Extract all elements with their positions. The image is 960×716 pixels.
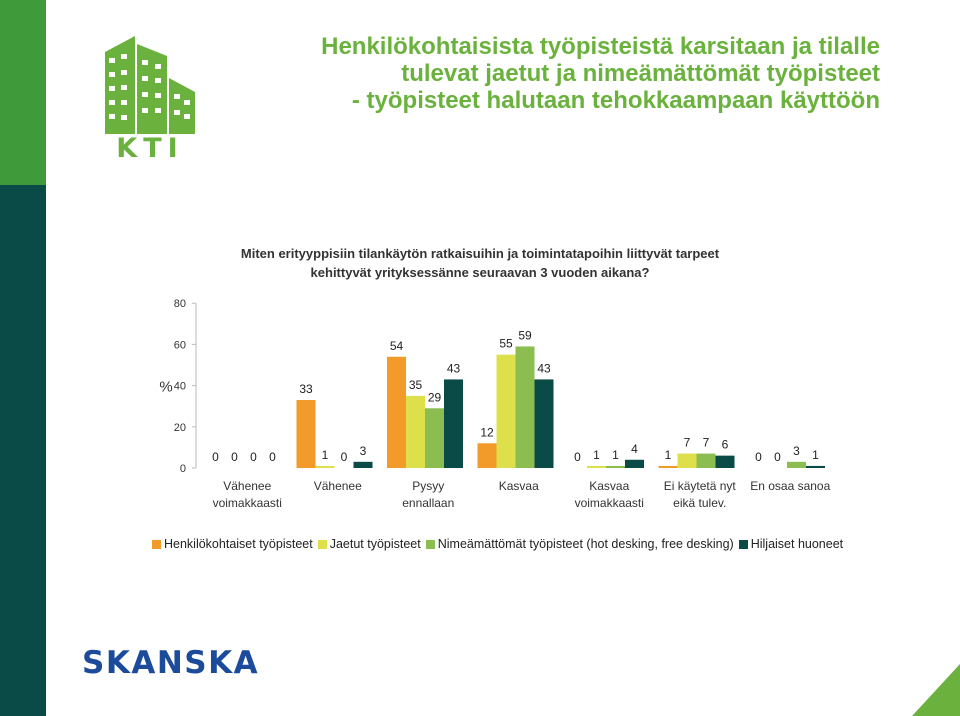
bar (353, 461, 373, 468)
title-line: Henkilökohtaisista työpisteistä karsitaa… (321, 33, 880, 60)
bar (696, 453, 716, 468)
data-label: 54 (390, 339, 404, 353)
data-label: 43 (537, 361, 551, 375)
svg-text:KTI: KTI (116, 133, 183, 160)
y-tick-label: 20 (174, 422, 186, 434)
y-tick-label: 60 (174, 339, 186, 351)
legend-swatch (317, 539, 327, 549)
data-label: 1 (665, 448, 672, 462)
slide-title: Henkilökohtaisista työpisteistä karsitaa… (240, 33, 880, 114)
bar (625, 459, 644, 468)
bar (658, 465, 678, 468)
bar (806, 465, 825, 468)
legend-item: Hiljaiset huoneet (738, 537, 844, 551)
bar (534, 379, 554, 468)
bar (444, 379, 463, 468)
x-tick-label: ennallaan (402, 496, 454, 510)
bar (296, 400, 316, 468)
data-label: 3 (793, 444, 800, 458)
data-label: 6 (722, 438, 729, 452)
x-tick-label: En osaa sanoa (750, 479, 830, 493)
data-label: 1 (593, 448, 600, 462)
data-label: 0 (755, 450, 762, 464)
data-label: 1 (612, 448, 619, 462)
bar (515, 346, 535, 468)
survey-question-line: Miten erityyppisiin tilankäytön ratkaisu… (240, 246, 720, 261)
title-line: tulevat jaetut ja nimeämättömät työpiste… (401, 60, 880, 87)
bar (587, 465, 606, 468)
data-label: 1 (322, 448, 329, 462)
bar (477, 443, 497, 468)
data-label: 35 (409, 378, 423, 392)
data-label: 55 (499, 337, 513, 351)
x-tick-label: Vähenee (314, 479, 362, 493)
bar (787, 461, 806, 468)
legend-swatch (425, 539, 435, 549)
legend-label: Jaetut työpisteet (329, 537, 421, 551)
data-label: 0 (574, 450, 581, 464)
legend-item: Jaetut työpisteet (317, 537, 421, 551)
data-label: 0 (341, 450, 348, 464)
data-label: 59 (518, 328, 532, 342)
data-label: 0 (231, 450, 238, 464)
bar (496, 354, 516, 468)
survey-question-line: kehittyvät yrityksessänne seuraavan 3 vu… (310, 265, 650, 280)
bar (387, 356, 406, 468)
bar (606, 465, 625, 468)
legend-swatch (738, 539, 748, 549)
legend-swatch (152, 539, 161, 549)
data-label: 0 (774, 450, 781, 464)
legend-item: Nimeämättömät työpisteet (hot desking, f… (425, 537, 734, 551)
y-axis-label: % (159, 379, 172, 396)
data-label: 12 (480, 425, 494, 439)
side-color-bar (0, 0, 46, 716)
bar (406, 395, 425, 468)
bar (677, 453, 697, 468)
bar (425, 408, 444, 468)
legend-label: Nimeämättömät työpisteet (hot desking, f… (437, 537, 734, 551)
bar (715, 455, 735, 468)
x-tick-label: voimakkaasti (575, 496, 644, 510)
data-label: 0 (269, 450, 276, 464)
data-label: 3 (360, 444, 367, 458)
bar (315, 465, 335, 468)
title-line: - työpisteet halutaan tehokkaampaan käyt… (351, 87, 880, 114)
x-tick-label: eikä tulev. (673, 496, 726, 510)
x-tick-label: Kasvaa (499, 479, 539, 493)
kti-logo: KTI (105, 36, 195, 160)
y-tick-label: 40 (174, 381, 186, 393)
data-label: 4 (631, 442, 638, 456)
x-tick-label: voimakkaasti (213, 496, 282, 510)
data-label: 7 (703, 436, 710, 450)
data-label: 0 (250, 450, 257, 464)
data-label: 0 (212, 450, 219, 464)
skanska-logo: SKANSKA (82, 645, 260, 681)
legend-item: Henkilökohtaiset työpisteet (152, 537, 313, 551)
x-tick-label: Ei käytetä nyt (664, 479, 737, 493)
legend-label: Hiljaiset huoneet (750, 537, 844, 551)
data-label: 7 (684, 436, 691, 450)
data-label: 1 (812, 448, 819, 462)
y-tick-label: 0 (180, 463, 186, 475)
x-tick-label: Pysyy (412, 479, 444, 493)
y-tick-label: 80 (174, 298, 186, 310)
data-label: 33 (299, 382, 313, 396)
x-tick-label: Kasvaa (589, 479, 629, 493)
chart-legend: Henkilökohtaiset työpisteet Jaetut työpi… (152, 537, 848, 551)
data-label: 29 (428, 390, 442, 404)
x-tick-label: Vähenee (223, 479, 271, 493)
data-label: 43 (447, 361, 461, 375)
legend-label: Henkilökohtaiset työpisteet (164, 537, 313, 551)
corner-decoration (912, 664, 960, 716)
